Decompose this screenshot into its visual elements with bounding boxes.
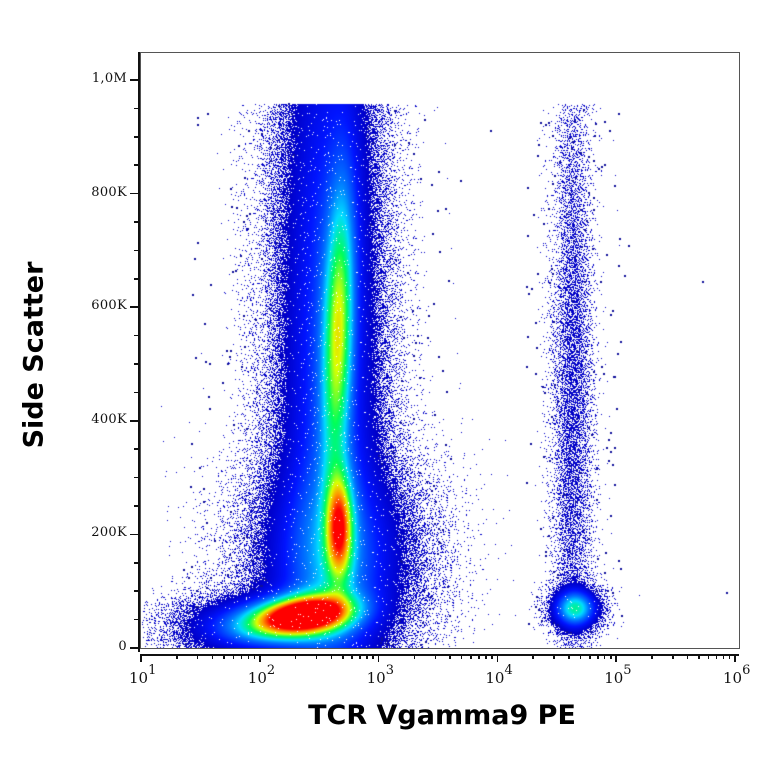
y-major-tick — [130, 192, 139, 195]
x-tick-label: 104 — [485, 663, 513, 687]
y-minor-tick — [134, 363, 139, 365]
x-minor-tick — [460, 654, 463, 659]
x-minor-tick — [478, 654, 480, 659]
y-minor-tick — [134, 278, 139, 280]
y-minor-tick — [134, 249, 139, 252]
x-minor-tick — [330, 654, 333, 659]
y-tick-label: 200K — [91, 525, 127, 541]
y-tick-label: 600K — [91, 298, 127, 314]
x-minor-tick — [568, 654, 570, 659]
x-minor-tick — [715, 654, 718, 659]
x-axis-line — [141, 654, 739, 656]
y-major-tick — [130, 647, 139, 649]
y-tick-label: 1,0M — [91, 71, 127, 86]
y-minor-tick — [134, 448, 139, 450]
y-minor-tick — [134, 391, 139, 394]
y-tick-label: 800K — [91, 184, 127, 200]
x-minor-tick — [686, 654, 689, 659]
x-minor-tick — [698, 654, 700, 659]
x-minor-tick — [603, 654, 606, 659]
x-minor-tick — [553, 654, 555, 659]
x-tick-label: 103 — [366, 663, 394, 687]
x-minor-tick — [253, 654, 256, 659]
x-minor-tick — [176, 654, 178, 659]
y-major-tick — [130, 79, 139, 81]
x-minor-tick — [211, 654, 214, 659]
x-minor-tick — [294, 654, 297, 659]
y-major-tick — [130, 420, 139, 422]
x-major-tick — [377, 654, 380, 662]
x-minor-tick — [597, 654, 599, 659]
x-major-tick — [615, 654, 617, 662]
x-minor-tick — [434, 654, 437, 659]
x-minor-tick — [449, 654, 451, 659]
x-minor-tick — [366, 654, 368, 659]
y-minor-tick — [134, 334, 139, 337]
x-minor-tick — [651, 654, 653, 659]
y-minor-tick — [134, 590, 139, 592]
x-minor-tick — [351, 654, 353, 659]
x-tick-label: 101 — [129, 663, 157, 687]
x-major-tick — [496, 654, 499, 662]
x-tick-label: 106 — [723, 663, 751, 687]
x-minor-tick — [342, 654, 344, 659]
x-minor-tick — [247, 654, 250, 659]
y-minor-tick — [134, 221, 139, 223]
y-major-tick — [130, 306, 139, 308]
x-minor-tick — [240, 654, 243, 659]
x-tick-label: 102 — [247, 663, 276, 687]
x-minor-tick — [532, 654, 534, 659]
y-minor-tick — [134, 618, 139, 621]
x-tick-label: 105 — [604, 663, 632, 687]
y-minor-tick — [134, 107, 139, 110]
plot-frame — [140, 52, 740, 649]
x-minor-tick — [610, 654, 612, 659]
x-minor-tick — [223, 654, 225, 659]
y-minor-tick — [134, 505, 139, 507]
x-minor-tick — [485, 654, 487, 659]
y-minor-tick — [134, 562, 139, 564]
density-plot-canvas — [141, 53, 739, 648]
x-minor-tick — [707, 654, 710, 659]
x-minor-tick — [359, 654, 361, 659]
x-minor-tick — [196, 654, 199, 659]
y-axis-title: Side Scatter — [18, 261, 50, 449]
x-major-tick — [734, 654, 736, 662]
x-major-tick — [259, 654, 261, 662]
y-axis-line — [138, 52, 140, 652]
y-major-tick — [130, 533, 139, 536]
x-minor-tick — [315, 654, 318, 659]
x-minor-tick — [491, 654, 493, 659]
x-minor-tick — [232, 654, 235, 659]
y-tick-label: 0 — [118, 639, 127, 654]
x-minor-tick — [672, 654, 674, 659]
x-axis-title: TCR Vgamma9 PE — [308, 700, 576, 731]
x-minor-tick — [579, 654, 582, 659]
y-minor-tick — [134, 476, 139, 479]
x-minor-tick — [728, 654, 731, 659]
x-minor-tick — [372, 654, 374, 659]
x-minor-tick — [470, 654, 472, 659]
x-major-tick — [140, 654, 142, 662]
y-minor-tick — [134, 136, 139, 138]
x-minor-tick — [589, 654, 591, 659]
y-tick-label: 400K — [91, 411, 127, 427]
x-minor-tick — [722, 654, 725, 659]
x-minor-tick — [413, 654, 416, 659]
y-minor-tick — [134, 164, 139, 166]
